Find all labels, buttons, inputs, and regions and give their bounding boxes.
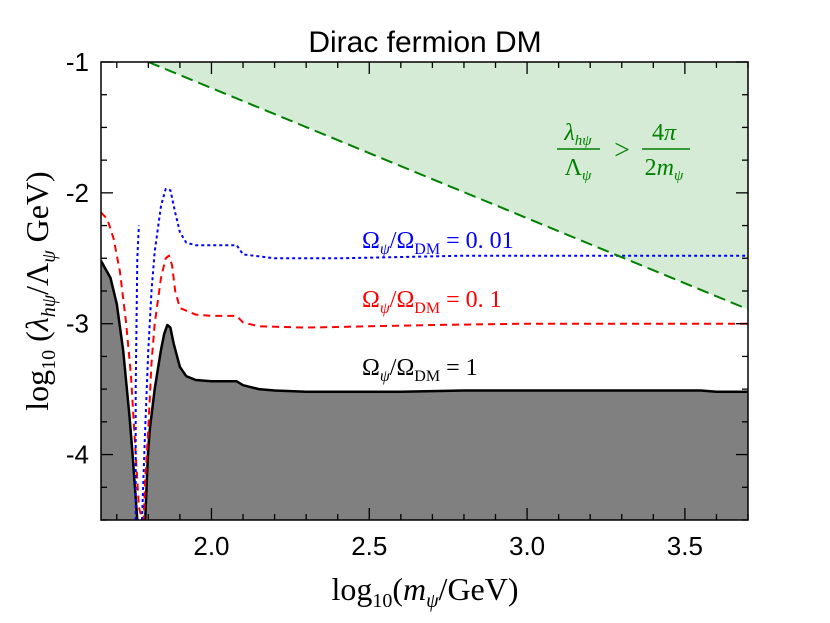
label-relic-1: Ωψ/ΩDM = 1	[362, 355, 478, 385]
perturbativity-bound-label: λhψ Λψ > 4π 2mψ	[557, 120, 690, 184]
y-axis-label: log10 (λhψ/Λψ GeV)	[19, 171, 60, 410]
relic-0p01-spike-curve	[134, 225, 140, 520]
curve-labels: Ωψ/ΩDM = 0. 01 Ωψ/ΩDM = 0. 1 Ωψ/ΩDM = 1	[362, 228, 514, 385]
greater-than-sign: >	[614, 135, 630, 166]
relic-excluded-region	[101, 260, 748, 520]
plot-area	[101, 62, 748, 520]
x-tick-label: 3.5	[667, 531, 703, 561]
x-tick-label: 2.0	[193, 531, 229, 561]
axis-ticks: 2.0 2.5 3.0 3.5 -4 -3 -2 -1	[66, 47, 749, 561]
y-tick-label: -4	[66, 440, 89, 470]
label-relic-0p1: Ωψ/ΩDM = 0. 1	[362, 287, 502, 317]
y-tick-label: -3	[66, 309, 89, 339]
x-tick-label: 2.5	[351, 531, 387, 561]
fraction-numerator-rhs: 4π	[652, 120, 677, 146]
chart-title: Dirac fermion DM	[308, 26, 541, 59]
relic-1-curve	[101, 260, 748, 520]
y-tick-label: -2	[66, 178, 89, 208]
x-tick-label: 3.0	[509, 531, 545, 561]
y-tick-label: -1	[66, 47, 89, 77]
relic-0p1-curve	[101, 211, 748, 520]
x-axis-label: log10(mψ/GeV)	[331, 571, 518, 612]
label-relic-0p01: Ωψ/ΩDM = 0. 01	[362, 228, 514, 258]
perturbativity-bound-line	[147, 62, 748, 311]
